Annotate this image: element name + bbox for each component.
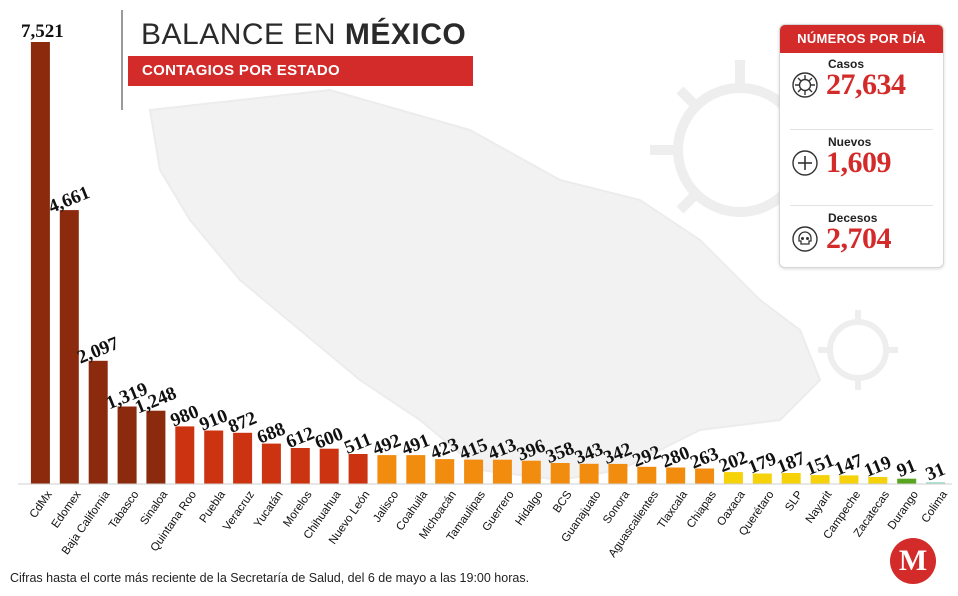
- virus-background-icon-small: [818, 310, 898, 390]
- chart-subtitle: CONTAGIOS POR ESTADO: [128, 56, 473, 86]
- x-tick-label: Jalisco: [371, 489, 401, 525]
- bar: [926, 482, 946, 484]
- bar-value-label: 872: [225, 408, 259, 438]
- stat-casos-value: 27,634: [826, 68, 906, 101]
- bar: [637, 466, 657, 484]
- stat-casos: Casos 27,634: [780, 53, 943, 123]
- bar: [752, 473, 772, 484]
- bar: [492, 459, 512, 484]
- stat-divider: [790, 129, 933, 130]
- bar-value-label: 492: [370, 430, 404, 460]
- bar: [608, 463, 628, 484]
- stat-nuevos-value: 1,609: [826, 146, 892, 179]
- bar-value-label: 413: [485, 435, 519, 465]
- x-tick-label: Yucatán: [252, 489, 286, 530]
- bar: [117, 406, 137, 484]
- bar: [146, 410, 166, 484]
- bar: [839, 475, 859, 484]
- bar: [30, 42, 50, 484]
- stat-decesos: Decesos 2,704: [780, 207, 943, 267]
- bar-value-label: 343: [572, 439, 606, 469]
- skull-icon: [792, 226, 818, 252]
- bar-value-label: 151: [803, 450, 837, 480]
- bar: [233, 432, 253, 484]
- x-tick-label: BCS: [551, 489, 575, 516]
- bar-value-label: 358: [543, 438, 577, 468]
- bar-value-label: 612: [283, 423, 317, 453]
- stat-casos-label: Casos: [828, 57, 865, 71]
- bar-value-label: 415: [456, 434, 490, 464]
- x-tick-label: Nayarit: [804, 488, 835, 525]
- x-tick-label: Puebla: [198, 488, 229, 525]
- bar: [868, 477, 888, 484]
- bar: [435, 459, 455, 484]
- x-tick-label: Colima: [920, 488, 951, 525]
- bar: [550, 463, 570, 484]
- stat-decesos-label: Decesos: [828, 211, 878, 225]
- chart-title: BALANCE EN MÉXICO: [141, 18, 467, 51]
- bar: [666, 467, 686, 484]
- x-tick-label: Sonora: [601, 488, 632, 526]
- milenio-logo: M: [890, 538, 936, 584]
- bar: [319, 448, 339, 484]
- mexico-map-silhouette: [148, 88, 822, 482]
- bar: [290, 448, 310, 484]
- bar: [521, 460, 541, 484]
- bar: [781, 473, 801, 484]
- bar: [88, 360, 108, 484]
- virus-icon: [792, 72, 818, 98]
- bar: [261, 443, 281, 484]
- bar: [464, 459, 484, 484]
- stat-nuevos: Nuevos 1,609: [780, 131, 943, 201]
- x-tick-label: CdMx: [28, 489, 55, 521]
- x-tick-label: SLP: [783, 489, 805, 514]
- bar: [897, 478, 917, 484]
- stat-decesos-value: 2,704: [826, 222, 892, 255]
- bar: [59, 210, 79, 484]
- chart-title-bold: MÉXICO: [344, 18, 467, 51]
- bar: [175, 426, 195, 484]
- stat-divider: [790, 205, 933, 206]
- bar-value-label: 119: [861, 452, 894, 482]
- stat-nuevos-label: Nuevos: [828, 135, 872, 149]
- x-tick-label: Tabasco: [107, 489, 141, 531]
- bar: [695, 468, 715, 484]
- plus-circle-icon: [792, 150, 818, 176]
- bar-value-label: 7,521: [21, 21, 64, 42]
- bar: [810, 475, 830, 484]
- daily-numbers-panel: NÚMEROS POR DÍA Casos 27,634 Nuevos 1,60…: [779, 24, 944, 268]
- bar-value-label: 423: [427, 434, 461, 464]
- bar-value-label: 292: [630, 442, 664, 472]
- footnote: Cifras hasta el corte más reciente de la…: [10, 571, 530, 585]
- bar-value-label: 179: [745, 448, 779, 478]
- bar: [348, 454, 368, 484]
- bar: [579, 463, 599, 484]
- bar: [723, 472, 743, 484]
- bar-value-label: 91: [894, 455, 919, 482]
- x-tick-label: Chiapas: [685, 489, 719, 531]
- x-tick-label: Hidalgo: [513, 489, 545, 528]
- daily-numbers-heading: NÚMEROS POR DÍA: [780, 25, 943, 53]
- bar: [406, 455, 426, 484]
- bar: [204, 430, 224, 484]
- bar-value-label: 280: [658, 442, 692, 472]
- bar: [377, 455, 397, 484]
- bar-value-label: 31: [923, 459, 948, 486]
- header-divider: [121, 10, 123, 110]
- bar-value-label: 511: [341, 429, 374, 459]
